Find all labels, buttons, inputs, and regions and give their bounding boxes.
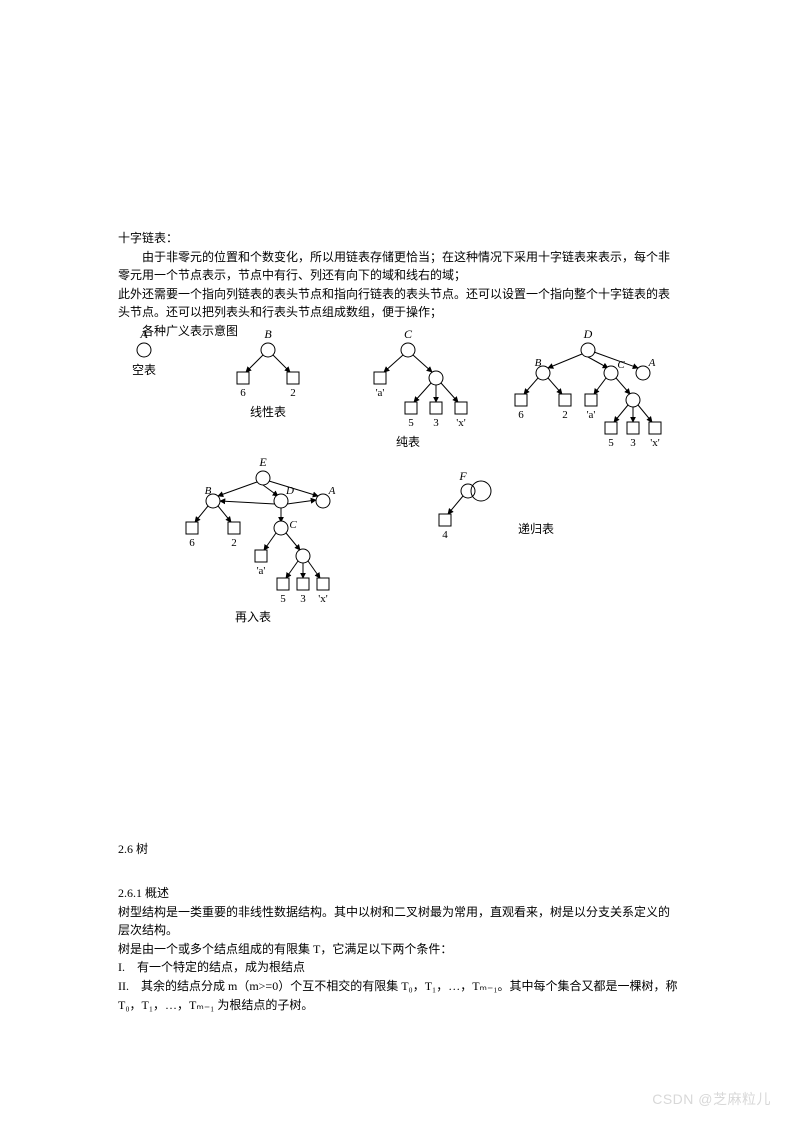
generalized-list-diagram: A 空表 B 6 2 线性表 C 'a' [118, 328, 678, 628]
section-body: 2.6.1 概述 树型结构是一类重要的非线性数据结构。其中以树和二叉树最为常用，… [118, 884, 678, 1014]
label-recur: 递归表 [518, 522, 554, 536]
leaf-4: 4 [442, 529, 448, 541]
tree-F: F 4 递归表 [439, 469, 554, 541]
line1: 十字链表： [118, 229, 678, 248]
label-pure: 纯表 [396, 435, 420, 449]
d-a-label: A [648, 357, 656, 369]
tree-C: C 'a' 5 3 'x' 纯表 [374, 328, 467, 449]
label-A: A [139, 328, 148, 341]
e-3: 3 [300, 593, 306, 605]
section-p1: 树型结构是一类重要的非线性数据结构。其中以树和二叉树最为常用，直观看来，树是以分… [118, 903, 678, 940]
e-c: C [289, 519, 297, 531]
d-a: 'a' [587, 409, 596, 421]
line3: 此外还需要一个指向列链表的表头节点和指向行链表的表头节点。还可以设置一个指向整个… [118, 285, 678, 322]
tree-A: A 空表 [132, 328, 156, 377]
label-D: D [583, 328, 593, 341]
leaf-a: 'a' [376, 387, 385, 399]
label-reentry: 再入表 [235, 610, 271, 624]
e-2: 2 [231, 537, 237, 549]
e-5: 5 [280, 593, 286, 605]
e-a: 'a' [257, 565, 266, 577]
page: 十字链表： 由于非零元的位置和个数变化，所以用链表存储更恰当；在这种情况下采用十… [0, 0, 793, 1123]
section-li2: II. 其余的结点分成 m（m>=0）个互不相交的有限集 T₀，T₁，…，Tₘ₋… [118, 977, 678, 1014]
d-2: 2 [562, 409, 568, 421]
leaf-2: 2 [290, 387, 296, 399]
section-title: 2.6 树 [118, 840, 678, 859]
leaf-x: 'x' [456, 417, 465, 429]
d-3: 3 [630, 437, 636, 449]
label-E: E [258, 455, 267, 469]
tree-E: E B 6 2 D C 'a' [186, 455, 336, 624]
label-C: C [404, 328, 413, 341]
e-alabel: A [328, 485, 336, 497]
section-sub: 2.6.1 概述 [118, 884, 678, 903]
e-x: 'x' [318, 593, 327, 605]
section-p2: 树是由一个或多个结点组成的有限集 T，它满足以下两个条件： [118, 940, 678, 959]
label-linear: 线性表 [250, 405, 286, 419]
tree-B: B 6 2 线性表 [237, 328, 299, 419]
watermark: CSDN @芝麻粒儿 [652, 1089, 771, 1109]
d-5: 5 [608, 437, 614, 449]
leaf-3: 3 [433, 417, 439, 429]
leaf-5: 5 [408, 417, 414, 429]
d-x: 'x' [650, 437, 659, 449]
e-d: D [285, 485, 294, 497]
top-text-block: 十字链表： 由于非零元的位置和个数变化，所以用链表存储更恰当；在这种情况下采用十… [118, 229, 678, 341]
tree-D: D B 6 2 C 'a' 5 3 'x' A [515, 328, 661, 449]
label-B: B [264, 328, 272, 341]
section-li1: I. 有一个特定的结点，成为根结点 [118, 958, 678, 977]
d-c-label: C [617, 359, 625, 371]
d-6: 6 [518, 409, 524, 421]
e-6: 6 [189, 537, 195, 549]
label-F: F [458, 469, 467, 483]
label-empty: 空表 [132, 363, 156, 377]
line2: 由于非零元的位置和个数变化，所以用链表存储更恰当；在这种情况下采用十字链表来表示… [118, 248, 678, 285]
leaf-6: 6 [240, 387, 246, 399]
